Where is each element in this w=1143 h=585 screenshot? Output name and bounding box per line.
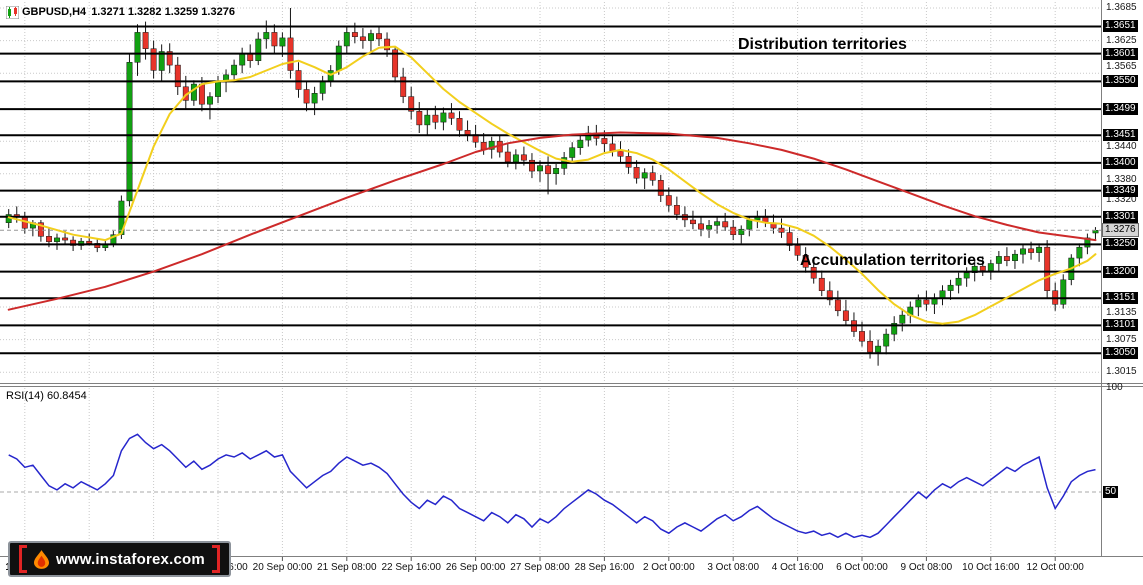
price-tick-label: 1.3380: [1106, 174, 1137, 185]
time-axis-label: 28 Sep 16:00: [574, 562, 635, 573]
grid-layer: [0, 2, 1101, 554]
symbol-name: GBPUSD,H4: [22, 6, 87, 18]
accumulation-territories-annotation: Accumulation territories: [800, 252, 985, 269]
ma-slow-line: [7, 131, 1097, 311]
ma-fast-line: [7, 45, 1097, 325]
price-level-badge: 1.3200: [1103, 266, 1138, 278]
time-axis-label: 27 Sep 08:00: [510, 562, 570, 573]
candles-layer: [5, 8, 1099, 366]
price-tick-label: 1.3685: [1106, 2, 1137, 13]
price-tick-label: 1.3135: [1106, 307, 1137, 318]
rsi-indicator-label: RSI(14) 60.8454: [6, 390, 87, 402]
price-level-badge: 1.3050: [1103, 347, 1138, 359]
price-tick-label: 1.3015: [1106, 366, 1137, 377]
symbol-chart-icon: [5, 5, 20, 20]
price-level-badge: 1.3550: [1103, 75, 1138, 87]
logo-right-bracket-icon: [211, 545, 220, 573]
bar-ohlc-values: 1.3271 1.3282 1.3259 1.3276: [91, 6, 235, 18]
price-level-badge: 1.3601: [1103, 48, 1138, 60]
logo-left-bracket-icon: [19, 545, 27, 573]
logo-flame-icon: [34, 549, 49, 569]
time-axis-label: 10 Oct 16:00: [962, 562, 1020, 573]
price-axis[interactable]: 1.3685 1.3625 1.3565 1.3440 1.3380 1.3320 1.31…: [1102, 0, 1143, 556]
level-lines-layer: [0, 25, 1101, 355]
rsi-line: [8, 433, 1096, 539]
price-level-badge: 1.3250: [1103, 238, 1138, 250]
price-level-badge: 1.3349: [1103, 185, 1138, 197]
rsi-value: 60.8454: [46, 390, 87, 402]
rsi-scale-100-label: 100: [1106, 382, 1123, 393]
price-tick-label: 1.3075: [1106, 334, 1137, 345]
price-level-badge: 1.3101: [1103, 319, 1138, 331]
logo-text: www.instaforex.com: [56, 550, 205, 568]
price-tick-label: 1.3440: [1106, 141, 1137, 152]
time-axis-label: 2 Oct 00:00: [642, 562, 695, 573]
rsi-name: RSI(14): [6, 390, 44, 402]
price-tick-label: 1.3320: [1106, 194, 1137, 205]
price-level-badge: 1.3400: [1103, 157, 1138, 169]
price-level-badge: 1.3451: [1103, 129, 1138, 141]
time-axis-label: 12 Oct 00:00: [1026, 562, 1084, 573]
price-tick-label: 1.3625: [1106, 35, 1137, 46]
distribution-territories-annotation: Distribution territories: [738, 36, 907, 53]
time-axis-label: 4 Oct 16:00: [771, 562, 824, 573]
time-axis-label: 22 Sep 16:00: [381, 562, 441, 573]
instaforex-logo: www.instaforex.com: [8, 541, 231, 577]
time-axis-label: 6 Oct 00:00: [836, 562, 888, 573]
time-axis-label: 3 Oct 08:00: [707, 562, 760, 573]
price-level-badge: 1.3301: [1103, 211, 1138, 223]
symbol-ohlc-label: GBPUSD,H4 1.3271 1.3282 1.3259 1.3276: [22, 6, 235, 18]
time-axis-label: 20 Sep 00:00: [252, 562, 313, 573]
time-axis-label: 26 Sep 00:00: [445, 562, 506, 573]
time-axis-label: 9 Oct 08:00: [900, 562, 953, 573]
time-axis-label: 21 Sep 08:00: [317, 562, 377, 573]
current-price-badge: 1.3276: [1103, 224, 1138, 236]
rsi-scale-50-badge: 50: [1103, 486, 1119, 498]
price-level-badge: 1.3151: [1103, 292, 1138, 304]
price-level-badge: 1.3499: [1103, 103, 1138, 115]
price-level-badge: 1.3651: [1103, 20, 1138, 32]
price-tick-label: 1.3565: [1106, 61, 1137, 72]
